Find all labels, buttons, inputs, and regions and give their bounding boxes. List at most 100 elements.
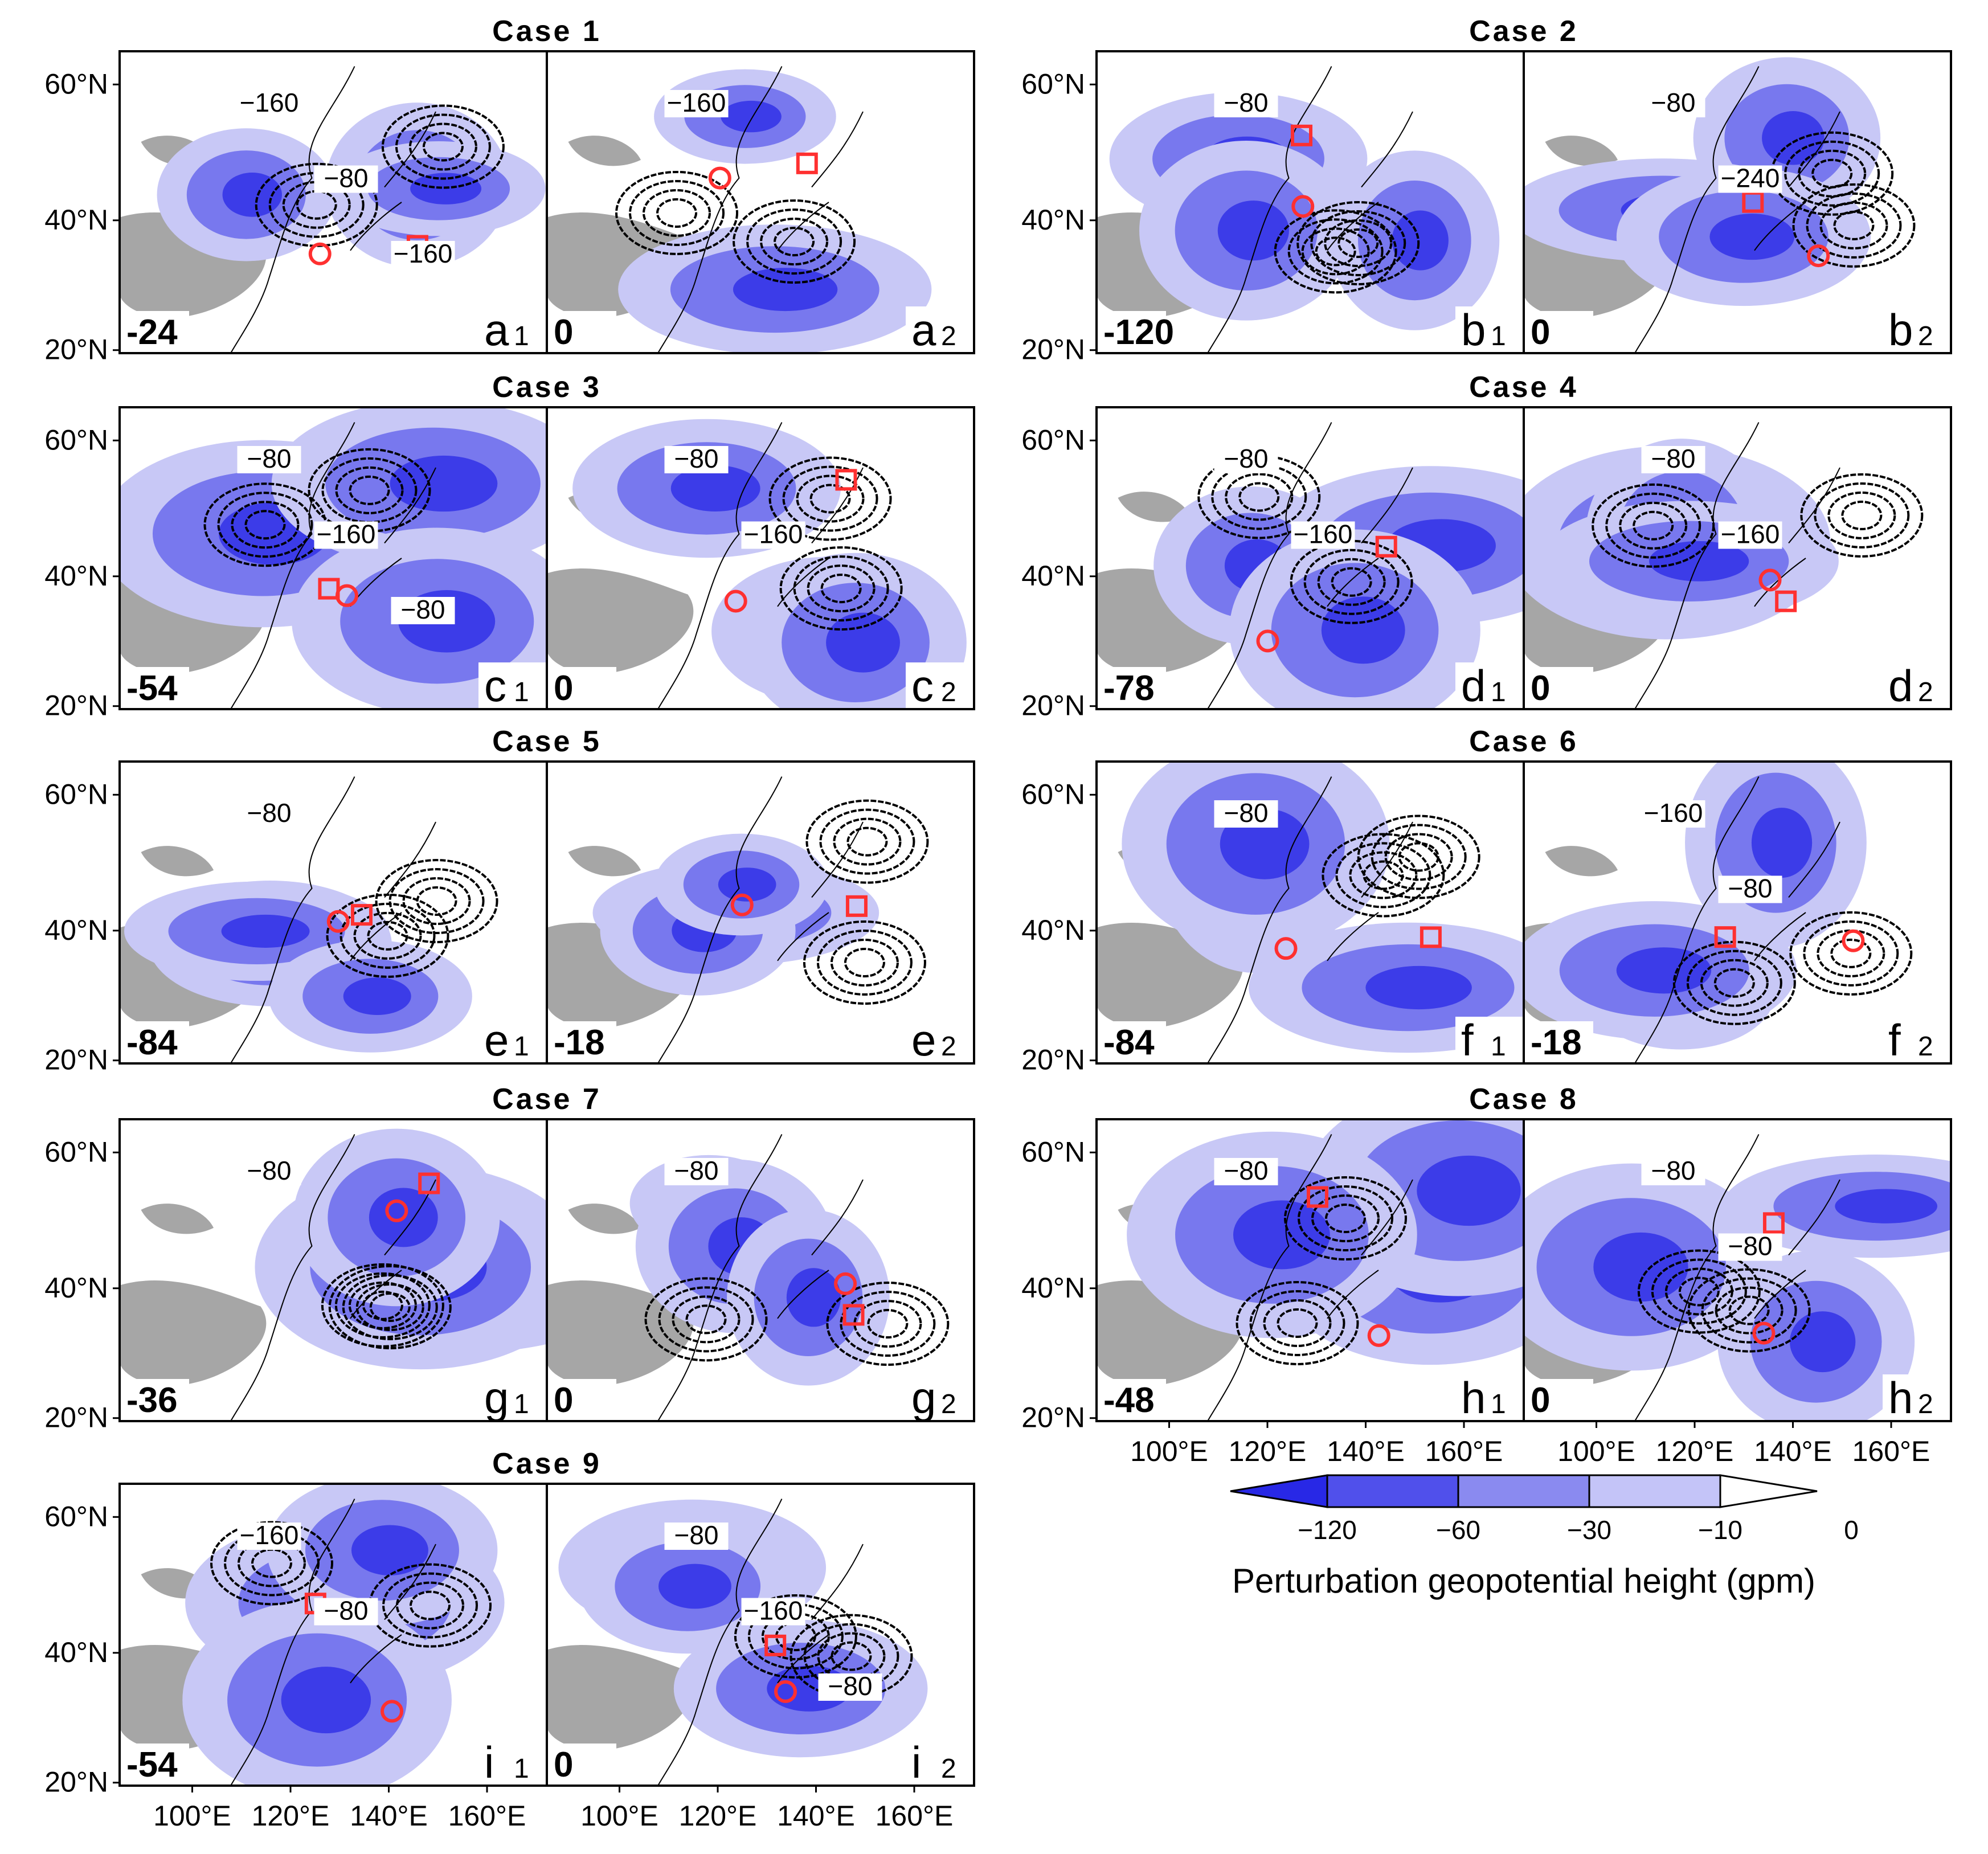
contour-line (1830, 938, 1872, 968)
contour-label: −160 (1721, 519, 1780, 549)
contour-line (1331, 567, 1372, 597)
panel-map (120, 1484, 505, 1786)
colorbar-segment (1326, 1474, 1459, 1508)
panel-c2: −80 −160 0 c 2 (546, 406, 975, 711)
panel-map (120, 1128, 547, 1421)
contour-line (846, 826, 888, 857)
contour-line (1249, 1290, 1345, 1356)
contour-line (395, 113, 491, 180)
contour-label: −80 (324, 163, 368, 193)
contour-line (1664, 1267, 1733, 1316)
contour-line (1322, 833, 1445, 918)
contour-line (1700, 959, 1769, 1007)
contour-line (1833, 210, 1875, 240)
panel-subscript: 2 (941, 677, 956, 707)
coastline (230, 422, 355, 709)
panel-letter: d (1461, 661, 1486, 711)
contour-line (353, 911, 422, 960)
contour-label: −160 (240, 1520, 299, 1550)
panel-subscript: 1 (514, 321, 529, 351)
mountain-shade (1545, 136, 1618, 166)
panel-letter-bg (1883, 1017, 1950, 1062)
perturbation-shade-strong (1762, 111, 1825, 165)
panel-d2: −80 −160 0 d 2 (1523, 406, 1952, 711)
perturbation-shade-strong (1835, 1189, 1938, 1223)
panel-letter: h (1888, 1373, 1913, 1423)
colorbar-tick-label: −60 (1436, 1515, 1480, 1545)
contour-line (1315, 236, 1356, 267)
panel-letter-bg (1455, 1374, 1523, 1420)
contour-label: −160 (1644, 798, 1703, 828)
contour-line (382, 1572, 478, 1639)
square-marker (845, 895, 868, 917)
contour-line (1324, 219, 1393, 267)
latitude-label: 60°N (1021, 778, 1085, 810)
longitude-label: 100°E (1557, 1435, 1635, 1467)
contour-label: −160 (1294, 519, 1353, 549)
case-3: Case 360°N40°N20°N−80−160−80-54 c 1−80−160… (44, 371, 975, 722)
latitude-label: 40°N (1021, 914, 1085, 946)
panel-subscript: 2 (1918, 321, 1933, 351)
perturbation-shade-strong (658, 1564, 731, 1609)
contour-line (844, 947, 885, 977)
panel-letter: h (1461, 1373, 1486, 1423)
panel-letter-bg (1455, 662, 1523, 708)
tibetan-plateau-shade (547, 1645, 694, 1751)
contour-label: −160 (240, 88, 299, 117)
contour-line (1713, 968, 1755, 998)
contour-label-bg (741, 521, 805, 549)
japan-coastline (777, 1179, 864, 1319)
panel-letter: g (911, 1373, 936, 1423)
lag-label: -36 (126, 1381, 178, 1420)
panel-letter: b (1888, 305, 1913, 355)
contour-line (1715, 1286, 1784, 1335)
lag-label: 0 (554, 313, 573, 352)
contour-line (210, 1521, 333, 1606)
panel-letter-bg (478, 1017, 546, 1062)
lag-label-bg (121, 311, 189, 352)
panel-subscript: 1 (514, 1754, 529, 1784)
panel-subscript: 1 (1491, 1389, 1506, 1419)
square-marker (796, 152, 818, 174)
colorbar-title: Perturbation geopotential height (gpm) (1232, 1562, 1815, 1600)
longitude-label: 140°E (777, 1800, 855, 1832)
panel-a1: −160 −80 −160 -24 a 1 (118, 50, 548, 355)
case-5: Case 560°N40°N20°N−80-84 e 1 -18 e 2 (44, 725, 975, 1076)
contour-label-bg (237, 446, 301, 473)
longitude-label: 120°E (1656, 1435, 1734, 1467)
panel-subscript: 2 (1918, 1032, 1933, 1062)
contour-line (796, 474, 865, 523)
tibetan-plateau-shade (547, 1280, 694, 1386)
contour-line (231, 501, 300, 549)
contour-line (826, 1282, 950, 1366)
longitude-label: 100°E (1130, 1435, 1208, 1467)
panel-letter: f (1888, 1015, 1901, 1065)
contour-line (1819, 201, 1888, 249)
contour-label-bg (391, 597, 455, 624)
contour-line (816, 929, 913, 996)
panel-f2: −160 −80 -18 f 2 (1523, 760, 1952, 1065)
contour-line (1792, 183, 1916, 268)
japan-coastline (1754, 821, 1840, 961)
colorbar-segment (1457, 1474, 1590, 1508)
contour-line (685, 1304, 727, 1335)
contour-line (1284, 1176, 1408, 1261)
panel-letter: f (1461, 1015, 1474, 1065)
contour-line (396, 1581, 465, 1630)
case-title: Case 9 (492, 1447, 602, 1480)
square-marker (418, 1172, 440, 1194)
longitude-label: 120°E (252, 1800, 330, 1832)
panel-h2: −80 −80 0 h 2 (1523, 1118, 1952, 1423)
contour-line (1236, 1280, 1359, 1365)
panel-letter: i (484, 1737, 494, 1787)
panel-map (547, 1134, 950, 1421)
contour-label: −160 (744, 519, 803, 549)
perturbation-shade-strong (1593, 1232, 1688, 1302)
circle-marker (708, 166, 731, 190)
lag-label-bg (121, 667, 189, 708)
latitude-label: 60°N (1021, 1136, 1085, 1168)
latitude-label: 20°N (1021, 334, 1085, 366)
panel-frame (546, 760, 975, 1065)
square-marker (1762, 1212, 1785, 1234)
colorbar-tick-label: −30 (1567, 1515, 1611, 1545)
